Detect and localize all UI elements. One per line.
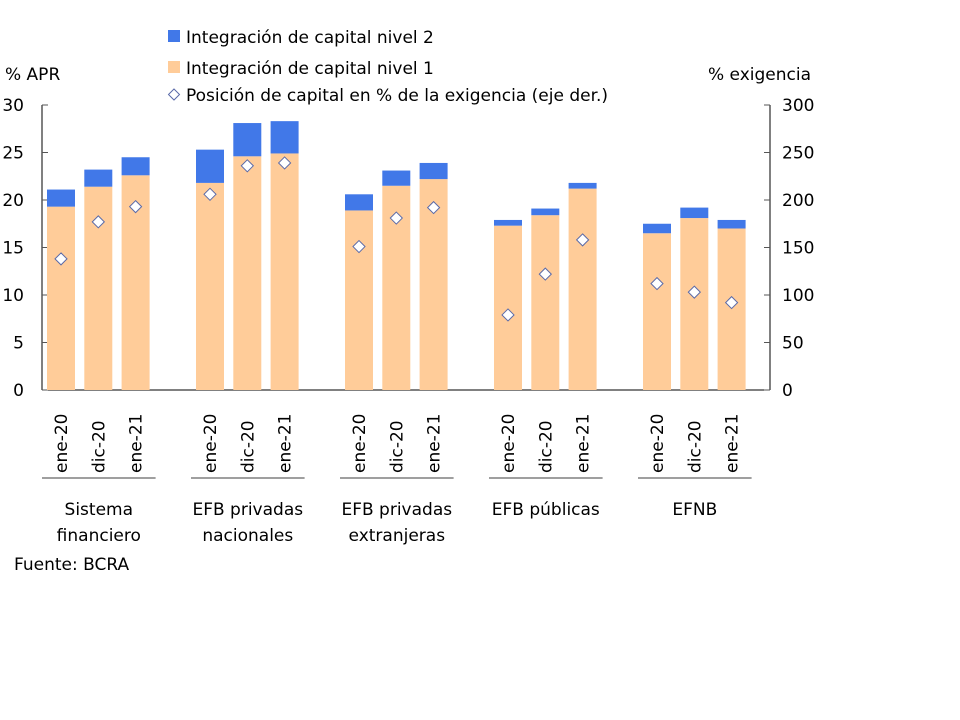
left-tick-label: 5 [13,334,24,354]
bar-tier1 [568,188,597,390]
bar-tier1 [196,182,224,390]
right-tick-label: 100 [782,286,814,306]
left-tick-label: 25 [2,144,24,164]
right-tick-label: 0 [782,381,793,401]
position-diamond [650,276,664,291]
group-label: EFB públicas [492,500,600,520]
position-diamond [54,252,68,266]
position-diamond [426,200,441,215]
category-label: ene-20 [350,414,370,473]
right-tick-label: 300 [782,96,814,116]
legend-diamond-icon [167,88,181,101]
position-diamond [128,199,143,214]
legend-label-tier2: Integración de capital nivel 2 [186,28,434,48]
category-label: ene-20 [648,414,668,473]
category-label: ene-21 [276,414,296,473]
category-label: dic-20 [536,420,556,473]
legend-swatch-tier1 [168,61,180,73]
position-diamond [240,159,255,173]
position-diamond [203,187,217,202]
bar-tier2 [233,123,262,157]
right-axis-title: % exigencia [708,65,811,85]
group-label: financiero [57,526,141,546]
group-label: EFB privadas [192,500,303,520]
position-markers [54,156,739,322]
bar-tier2 [196,149,224,183]
category-label: ene-20 [499,414,519,473]
category-label: ene-20 [201,414,221,473]
bar-tier2 [345,194,373,211]
group-label: nacionales [202,526,293,546]
category-label: ene-21 [425,414,445,473]
bar-tier2 [717,219,746,229]
bar-tier1 [345,210,373,390]
position-diamond [277,156,292,170]
bars [47,121,746,390]
group-label: Sistema [65,500,133,520]
left-tick-label: 0 [13,381,24,401]
bar-tier1 [531,215,560,390]
left-tick-label: 30 [2,96,24,116]
right-tick-label: 200 [782,191,814,211]
bar-tier2 [84,169,113,187]
bar-tier1 [47,206,75,390]
position-diamond [575,233,590,247]
bar-tier1 [680,218,709,390]
position-diamond [91,215,106,229]
position-diamond [389,211,404,225]
position-diamond [538,267,553,281]
right-tick-label: 250 [782,144,814,164]
group-label: EFNB [672,500,717,520]
bar-tier1 [643,233,671,390]
bar-tier2 [382,170,411,186]
left-axis-title: % APR [5,65,60,85]
category-label: dic-20 [238,420,258,473]
source-note: Fuente: BCRA [14,555,129,575]
bar-tier2 [531,208,560,216]
bar-tier2 [494,219,522,226]
bar-tier2 [643,223,671,234]
position-diamond [687,285,702,299]
group-label: extranjeras [349,526,446,546]
bar-tier2 [419,162,448,180]
left-tick-label: 10 [2,286,24,306]
position-diamond [501,308,515,322]
category-label: ene-20 [52,414,72,473]
legend-label-position: Posición de capital en % de la exigencia… [186,86,608,106]
bar-tier2 [568,182,597,189]
left-tick-label: 15 [2,239,24,259]
category-label: dic-20 [387,420,407,473]
right-tick-label: 150 [782,239,814,259]
category-label: dic-20 [89,420,109,473]
category-label: ene-21 [127,414,147,473]
position-diamond [352,239,366,254]
right-tick-label: 50 [782,334,804,354]
bar-tier1 [494,225,522,390]
bar-tier2 [270,121,299,154]
x-axis-labels: ene-20 dic-20 ene-21 Sistema financiero ene-2… [42,414,752,546]
legend-swatch-tier2 [168,30,180,42]
left-tick-label: 20 [2,191,24,211]
position-diamond [724,295,739,310]
category-label: dic-20 [685,420,705,473]
bar-tier2 [121,157,150,176]
legend: Integración de capital nivel 2 Integraci… [167,28,608,106]
category-label: ene-21 [723,414,743,473]
bar-tier1 [270,153,299,390]
category-label: ene-21 [574,414,594,473]
bar-tier1 [233,156,262,390]
group-label: EFB privadas [341,500,452,520]
bar-tier2 [47,189,75,207]
bar-tier2 [680,207,709,219]
legend-label-tier1: Integración de capital nivel 1 [186,59,434,79]
